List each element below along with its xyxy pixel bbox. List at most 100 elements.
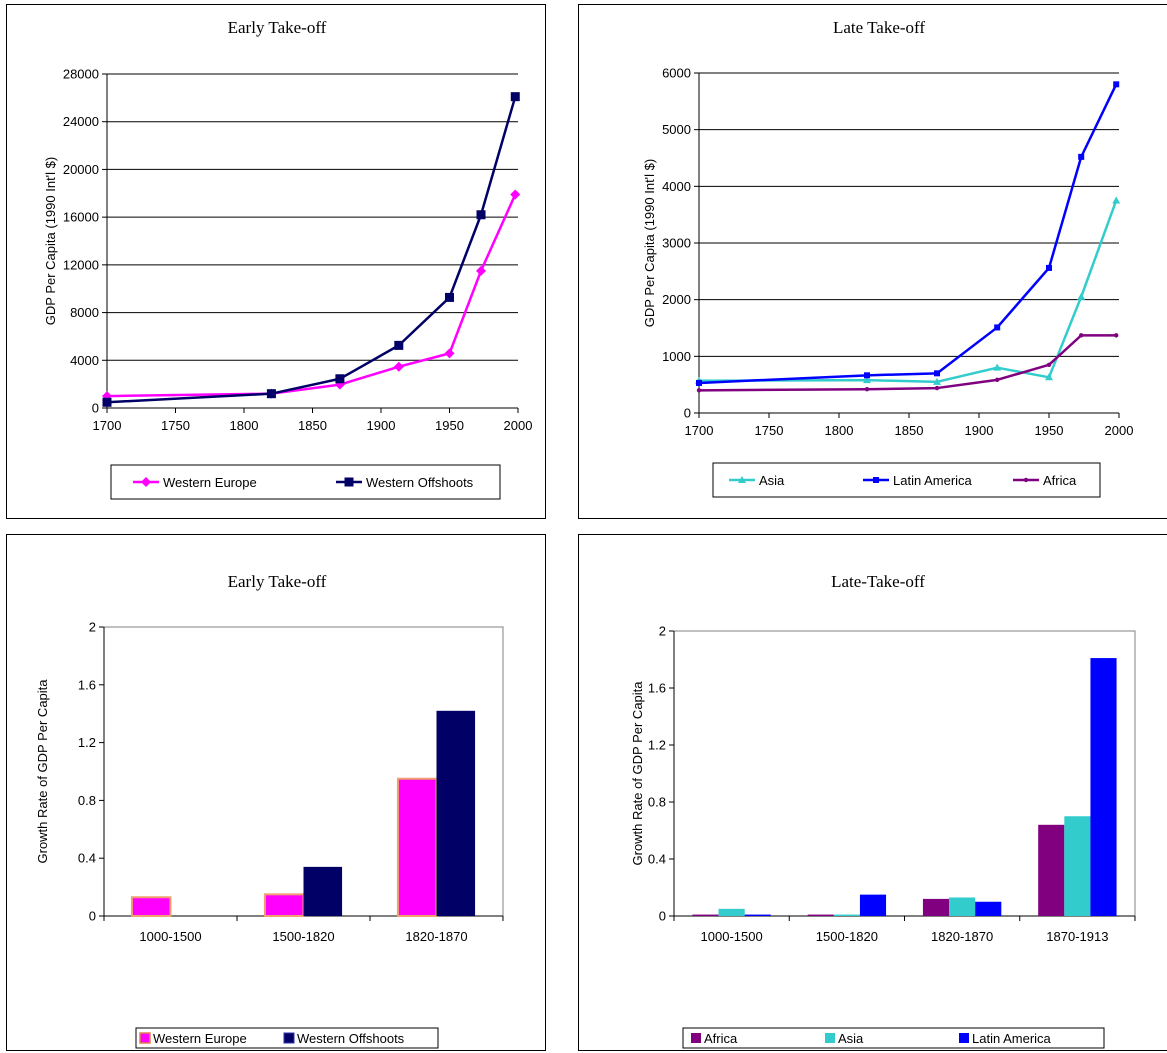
legend-item-latin-america: Latin America: [863, 473, 973, 488]
x-tick-label: 2000: [504, 418, 533, 433]
x-tick-label: 1500-1820: [272, 929, 334, 944]
x-tick-label: 1800: [825, 423, 854, 438]
bar-western-europe-1820-1870: [396, 777, 438, 917]
bar-western-offshoots-1500-1820: [303, 866, 343, 916]
legend-marker: [738, 476, 746, 483]
x-tick-label: 1850: [895, 423, 924, 438]
x-tick-label: 1700: [93, 418, 122, 433]
series-line: [106, 193, 517, 398]
x-tick-label: 1900: [965, 423, 994, 438]
data-point: [102, 397, 112, 407]
y-axis-label: Growth Rate of GDP Per Capita: [35, 679, 50, 864]
data-point: [335, 374, 345, 384]
data-point: [1079, 333, 1084, 338]
bar-africa-1500-1820: [807, 914, 834, 916]
y-tick-label: 0.8: [648, 795, 666, 810]
data-point: [864, 387, 870, 392]
y-tick-label: 0: [89, 909, 96, 924]
bar-asia-1000-1500: [718, 908, 745, 916]
data-point: [394, 340, 404, 350]
x-tick-label: 1900: [367, 418, 396, 433]
legend-label: Western Offshoots: [366, 475, 474, 490]
chart-early-takeoff-growth: Early Take-off 0 0.4 0.8 1.2 1.6 2 Growth Rate …: [35, 572, 504, 1049]
chart-title: Early Take-off: [228, 572, 327, 591]
data-point: [1112, 196, 1121, 204]
legend-marker: [873, 477, 879, 483]
bar-western-offshoots-1820-1870: [436, 710, 476, 916]
y-axis-label: Growth Rate of GDP Per Capita: [630, 681, 645, 866]
legend-label: Western Europe: [153, 1031, 247, 1046]
y-tick-label: 0: [92, 401, 99, 416]
y-tick-label: 16000: [63, 210, 99, 225]
data-point: [1113, 81, 1120, 88]
legend-label: Western Offshoots: [297, 1031, 405, 1046]
y-tick-label: 4000: [70, 353, 99, 368]
chart-panel-early-takeoff-gdp: Early Take-off 0 4000 8000 12000 16000 20000 24…: [6, 4, 546, 519]
legend-item-latin-america: Latin America: [959, 1031, 1052, 1046]
legend-item-africa: Africa: [691, 1031, 738, 1046]
chart-panel-late-takeoff-growth: Late-Take-off 0 0.4 0.8 1.2 1.6 2 Growth Rate o…: [578, 534, 1167, 1051]
bar-latin-america-1820-1870: [975, 901, 1002, 916]
x-tick-label: 1950: [1035, 423, 1064, 438]
chart-panel-late-takeoff-gdp: Late Take-off 0 1000 2000 3000 4000 5000 6000 GD…: [578, 4, 1167, 519]
x-tick-label: 1500-1820: [816, 929, 878, 944]
legend-swatch: [139, 1032, 151, 1044]
data-point: [1045, 373, 1053, 381]
x-tick-label: 1950: [435, 418, 464, 433]
y-tick-label: 0: [684, 406, 691, 421]
x-tick-label: 1000-1500: [139, 929, 201, 944]
legend-item-asia: Asia: [825, 1031, 864, 1046]
y-tick-label: 28000: [63, 67, 99, 82]
legend-item-western-europe: Western Europe: [139, 1031, 247, 1046]
data-point: [510, 92, 520, 102]
legend-label: Western Europe: [163, 475, 257, 490]
y-tick-label: 20000: [63, 162, 99, 177]
series-western-offshoots: [102, 92, 520, 407]
bar-latin-america-1870-1913: [1090, 658, 1117, 916]
legend-label: Africa: [1043, 473, 1077, 488]
data-point: [863, 376, 871, 384]
chart-late-takeoff-gdp: Late Take-off 0 1000 2000 3000 4000 5000 6000 GD…: [642, 18, 1133, 498]
y-tick-label: 6000: [662, 66, 691, 81]
y-tick-label: 1000: [662, 349, 691, 364]
legend-item-western-europe: Western Europe: [133, 475, 257, 490]
x-tick-label: 1000-1500: [701, 929, 763, 944]
y-tick-label: 4000: [662, 179, 691, 194]
legend-label: Latin America: [893, 473, 973, 488]
data-point: [696, 388, 702, 393]
series-line: [698, 200, 1118, 384]
y-tick-label: 1.6: [648, 681, 666, 696]
legend-marker: [141, 477, 151, 487]
y-tick-label: 1.6: [78, 677, 96, 692]
data-point: [1046, 362, 1052, 368]
y-tick-label: 0.8: [78, 793, 96, 808]
data-point: [934, 370, 940, 377]
legend-marker: [1023, 477, 1029, 483]
data-point: [934, 385, 940, 391]
chart-title: Late Take-off: [833, 18, 925, 37]
series-africa: [696, 333, 1119, 393]
data-point: [933, 377, 941, 385]
x-tick-label: 1750: [161, 418, 190, 433]
data-point: [864, 372, 870, 379]
y-tick-label: 12000: [63, 257, 99, 272]
data-point: [993, 363, 1002, 371]
bar-latin-america-1000-1500: [744, 914, 771, 916]
legend-item-western-offshoots: Western Offshoots: [283, 1031, 405, 1046]
legend-swatch: [283, 1032, 295, 1044]
bar-asia-1500-1820: [833, 914, 860, 916]
data-point: [393, 361, 404, 372]
chart-title: Early Take-off: [228, 18, 327, 37]
y-tick-label: 0.4: [648, 852, 666, 867]
bar-africa-1870-1913: [1038, 824, 1065, 916]
legend-swatch: [691, 1033, 701, 1043]
legend-box: [682, 1027, 1105, 1049]
data-point: [510, 189, 521, 200]
chart-early-takeoff-gdp: Early Take-off 0 4000 8000 12000 16000 20000 24…: [43, 18, 533, 500]
series-western-europe: [102, 189, 521, 402]
y-tick-label: 1.2: [648, 738, 666, 753]
chart-late-takeoff-growth: Late-Take-off 0 0.4 0.8 1.2 1.6 2 Growth Rate o…: [630, 572, 1136, 1049]
legend-item-asia: Asia: [729, 473, 785, 488]
x-tick-label: 1820-1870: [931, 929, 993, 944]
legend-label: Asia: [838, 1031, 864, 1046]
